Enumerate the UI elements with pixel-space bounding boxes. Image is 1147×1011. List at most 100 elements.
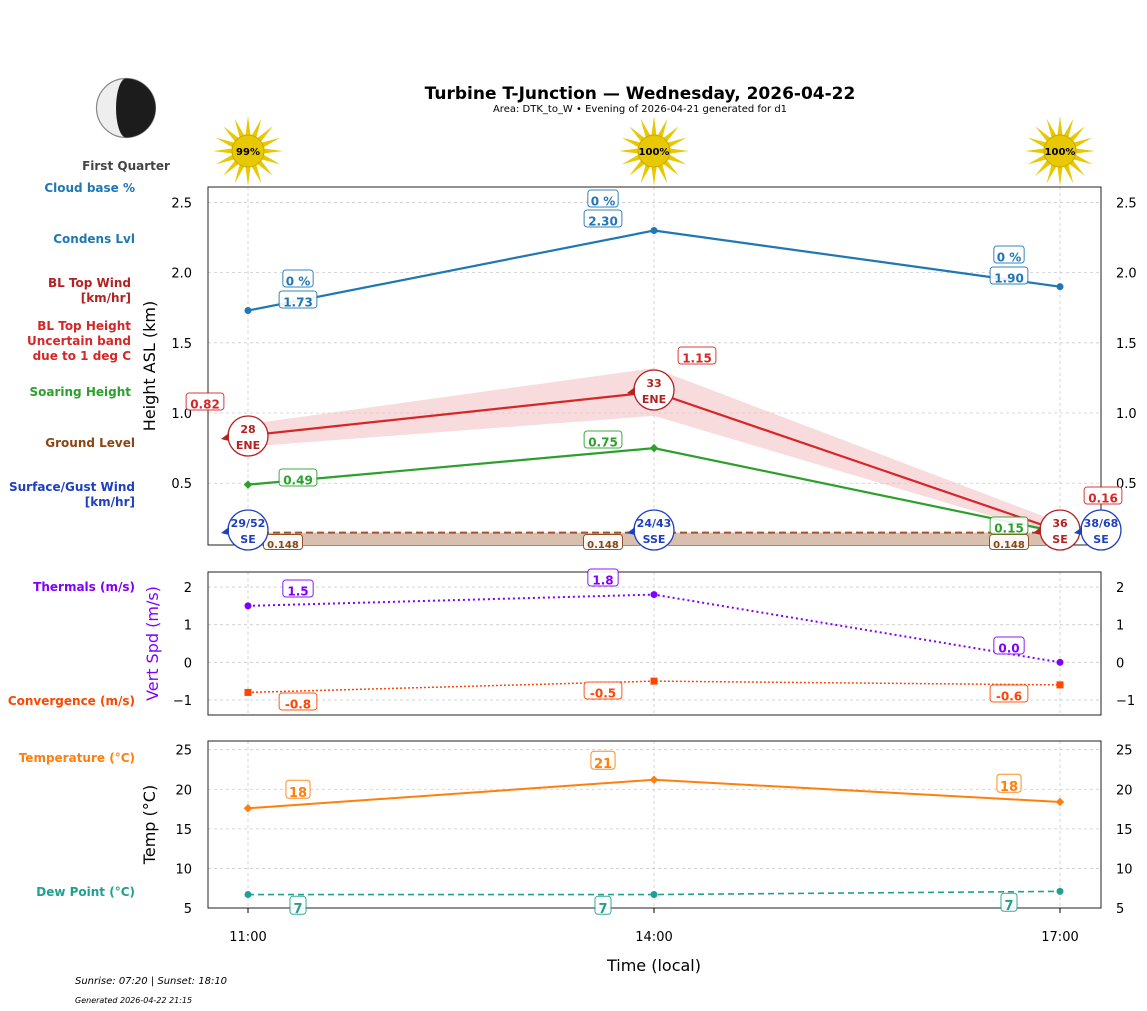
sun-ray xyxy=(1072,154,1093,165)
bl-wind-arrow-icon xyxy=(627,387,635,395)
sun-ray xyxy=(666,137,687,148)
sun-ray xyxy=(619,148,640,154)
thermals-point xyxy=(244,602,252,610)
sun-ray xyxy=(251,118,262,139)
soaring-label-box xyxy=(278,468,318,487)
thermals-point xyxy=(1056,658,1064,666)
side-label: BL Top Height xyxy=(37,319,131,333)
y-tick-label: 2 xyxy=(184,581,192,596)
soaring-label: 0.49 xyxy=(283,474,313,488)
sun-disc xyxy=(1043,134,1077,168)
sun-ray xyxy=(234,118,245,139)
sun-ray xyxy=(1068,159,1085,176)
sun-ray xyxy=(213,148,234,154)
convergence-label-box xyxy=(989,684,1029,703)
y-tick-label: 10 xyxy=(175,862,192,877)
soaring-label-box xyxy=(583,430,623,449)
sun-times: Sunrise: 07:20 | Sunset: 18:10 xyxy=(75,976,227,987)
sun-ray xyxy=(245,116,251,137)
cloud-base-label: 0 % xyxy=(286,275,311,289)
y-tick-label: 1 xyxy=(184,619,192,634)
sun-ray xyxy=(666,154,687,165)
cloud-base-label: 0 % xyxy=(997,251,1022,265)
convergence-point xyxy=(650,677,658,685)
sun-ray xyxy=(640,163,651,184)
sun-ray xyxy=(1074,148,1095,154)
bl-top-label-box xyxy=(185,392,225,411)
sun-ray xyxy=(1063,118,1074,139)
bl-top-label: 0.16 xyxy=(1088,492,1118,506)
generated-time: Generated 2026-04-22 21:15 xyxy=(75,996,192,1005)
surface-wind-arrow-icon xyxy=(221,527,229,535)
temperature-label: 18 xyxy=(289,786,307,801)
sun-ray xyxy=(621,154,642,165)
sun-percent: 99% xyxy=(236,147,260,158)
sun-icon: 99% xyxy=(213,116,283,186)
y-tick-label: 2.0 xyxy=(171,267,192,282)
sun-ray xyxy=(1035,159,1052,176)
x-tick-label: 14:00 xyxy=(635,930,672,945)
dew-point-label-box xyxy=(594,895,612,915)
bl-top-label-box xyxy=(677,346,717,365)
side-label: Convergence (m/s) xyxy=(8,694,135,708)
thermals-label-box xyxy=(282,579,314,598)
soaring-point xyxy=(649,443,659,453)
thermals-label: 1.8 xyxy=(592,574,613,588)
condens-label: 1.90 xyxy=(994,272,1024,286)
convergence-label: -0.5 xyxy=(590,687,616,701)
sun-ray xyxy=(1057,116,1063,137)
bl-wind-speed: 33 xyxy=(646,377,661,390)
side-label: [km/hr] xyxy=(81,291,131,305)
y-tick-label: 15 xyxy=(175,823,192,838)
condens-point xyxy=(244,307,252,315)
sun-ray xyxy=(657,163,668,184)
y-tick-label-right: 15 xyxy=(1116,823,1133,838)
y-tick-label: 25 xyxy=(175,744,192,759)
convergence-label: -0.6 xyxy=(996,690,1022,704)
condens-label: 2.30 xyxy=(588,215,618,229)
bl-wind-direction: ENE xyxy=(236,439,260,452)
side-label: Soaring Height xyxy=(30,385,132,399)
thermals-label: 0.0 xyxy=(998,642,1019,656)
condens-label-box xyxy=(989,266,1029,285)
condens-label-box xyxy=(583,209,623,228)
sun-ray xyxy=(662,159,679,176)
y-tick-label: 20 xyxy=(175,783,192,798)
y-tick-label-right: 1 xyxy=(1116,619,1124,634)
side-label: BL Top Wind xyxy=(48,276,131,290)
sun-ray xyxy=(260,137,281,148)
convergence-label-box xyxy=(278,692,318,711)
condens-label-box xyxy=(278,290,318,309)
surface-wind-arrow-icon xyxy=(1074,527,1082,535)
sun-ray xyxy=(1068,126,1085,143)
soaring-label-box xyxy=(989,516,1029,535)
bl-wind-speed: 28 xyxy=(240,423,255,436)
convergence-point xyxy=(1056,681,1064,689)
side-label: Ground Level xyxy=(45,436,135,450)
sun-ray xyxy=(215,154,236,165)
sun-ray xyxy=(234,163,245,184)
condens-point xyxy=(1056,283,1064,291)
sun-ray xyxy=(251,163,262,184)
sun-icon: 100% xyxy=(619,116,689,186)
y-tick-label: 1.5 xyxy=(171,337,192,352)
dew-point-point xyxy=(650,891,658,899)
y-tick-label: 0.5 xyxy=(171,477,192,492)
moon-phase-label: First Quarter xyxy=(82,159,170,173)
sun-ray xyxy=(1027,154,1048,165)
sun-ray xyxy=(256,159,273,176)
ground-label: 0.148 xyxy=(587,540,619,551)
temperature-label-box xyxy=(285,779,311,799)
sun-ray xyxy=(640,118,651,139)
dew-point-point xyxy=(244,891,252,899)
sun-ray xyxy=(1046,118,1057,139)
y-tick-label: 5 xyxy=(184,902,192,917)
side-label: Thermals (m/s) xyxy=(33,580,135,594)
sun-ray xyxy=(1072,137,1093,148)
y-tick-label-right: 2.0 xyxy=(1116,267,1137,282)
sun-ray xyxy=(260,154,281,165)
sun-ray xyxy=(215,137,236,148)
surface-wind-direction: SSE xyxy=(643,533,666,546)
sun-ray xyxy=(1057,165,1063,186)
dew-point-label-box xyxy=(289,895,307,915)
